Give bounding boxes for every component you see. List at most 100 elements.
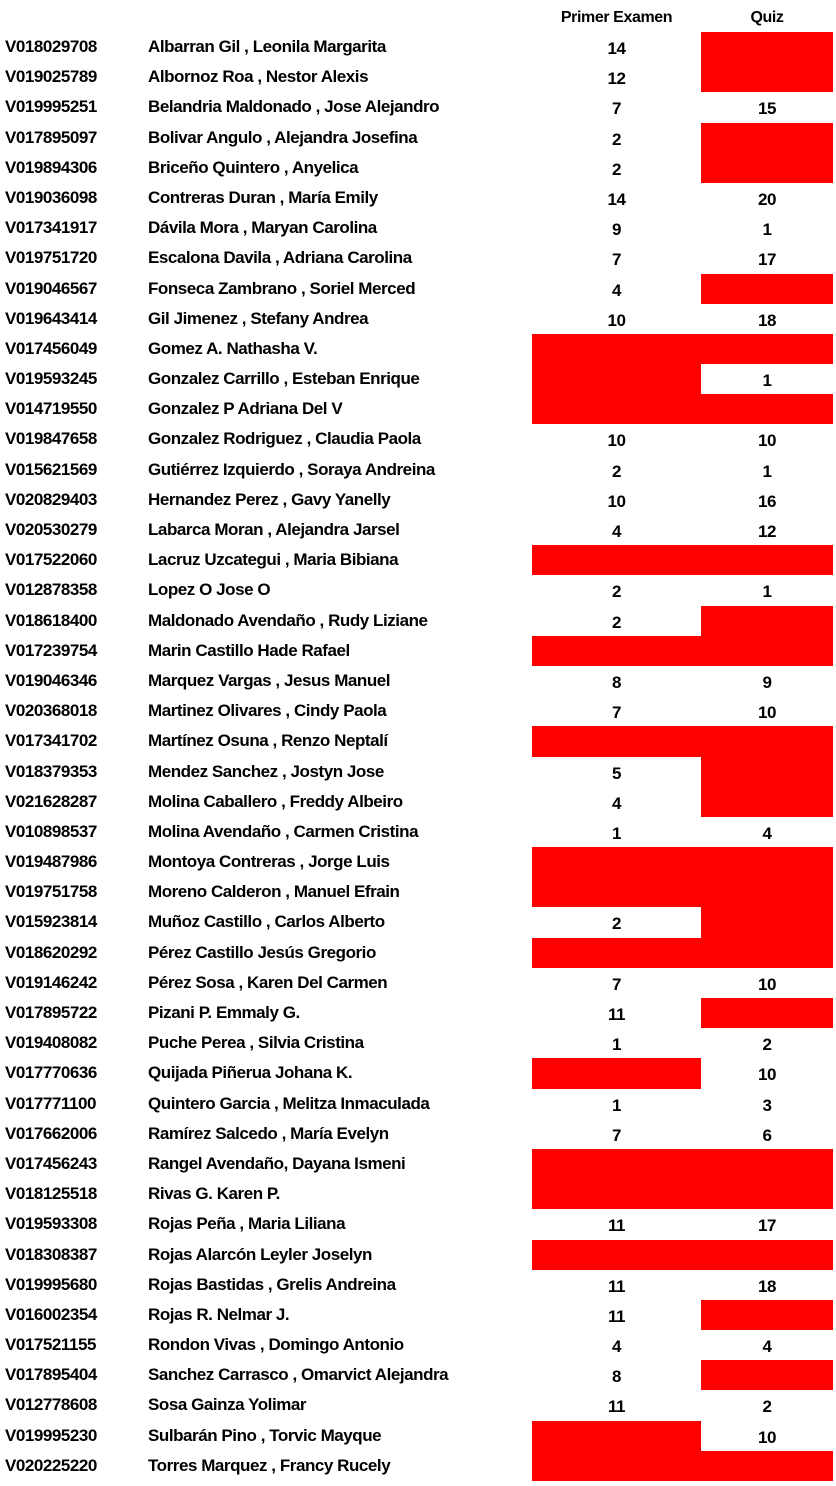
student-name: Maldonado Avendaño , Rudy Liziane [148,610,428,630]
student-id: V019046346 [5,670,97,690]
table-row: V019894306 Briceño Quintero , Anyelica 2 [0,152,836,183]
student-name: Briceño Quintero , Anyelica [148,157,359,177]
exam-score-value: 10 [607,431,626,451]
student-id: V019046567 [5,278,97,298]
table-row: V012878358 Lopez O Jose O 2 1 [0,575,836,605]
quiz-score: 9 [701,666,833,696]
exam-score-missing [532,545,701,576]
table-row: V017456243 Rangel Avendaño, Dayana Ismeni [0,1148,836,1180]
quiz-score: 20 [701,183,833,213]
exam-score-value: 7 [611,974,621,994]
student-name: Labarca Moran , Alejandra Jarsel [148,520,400,539]
exam-score-value: 2 [611,612,621,632]
student-name: Gomez A. Nathasha V. [148,338,318,358]
student-id: V017456243 [5,1153,97,1173]
quiz-score: 1 [701,213,833,243]
exam-score: 11 [532,998,701,1028]
exam-score: 1 [532,1028,701,1058]
student-name: Martinez Olivares , Cindy Paola [148,701,387,721]
quiz-score: 15 [701,92,833,122]
student-name: Moreno Calderon , Manuel Efrain [148,882,400,902]
table-row: V010898537 Molina Avendaño , Carmen Crist… [0,817,836,847]
exam-score: 14 [532,183,701,213]
student-name: Quintero Garcia , Melitza Inmaculada [148,1093,430,1113]
student-id: V018620292 [5,942,97,962]
quiz-score-missing [701,847,833,878]
student-name: Hernandez Perez , Gavy Yanelly [148,489,391,509]
exam-score-missing [532,1450,701,1481]
quiz-score-value: 4 [762,1337,772,1357]
student-id: V019847658 [5,429,97,449]
quiz-score: 2 [701,1028,833,1058]
student-name: Muñoz Castillo , Carlos Alberto [148,912,385,932]
exam-score-value: 7 [611,99,621,119]
table-row: V017770636 Quijada Piñerua Johana K. 10 [0,1058,836,1089]
exam-score-missing [532,394,701,425]
student-id: V019643414 [5,308,97,328]
quiz-score-missing [701,545,833,576]
student-id: V016002354 [5,1304,97,1324]
student-name: Rangel Avendaño, Dayana Ismeni [148,1153,406,1173]
exam-score: 2 [532,153,701,183]
exam-score-value: 12 [607,69,626,89]
quiz-score-missing [701,877,833,908]
student-name: Rojas Bastidas , Grelis Andreina [148,1274,396,1294]
exam-score: 2 [532,575,701,605]
student-id: V017895097 [5,127,97,147]
student-id: V019487986 [5,852,97,872]
exam-score: 10 [532,424,701,454]
student-name: Martínez Osuna , Renzo Neptalí [148,731,388,751]
quiz-score: 10 [701,696,833,726]
quiz-score-missing [701,333,833,365]
exam-score: 8 [532,666,701,696]
quiz-score-missing [701,1148,833,1180]
quiz-score-value: 6 [762,1125,772,1145]
exam-score: 4 [532,787,701,817]
table-row: V021628287 Molina Caballero , Freddy Albe… [0,786,836,817]
exam-score-value: 2 [611,129,621,149]
quiz-score-missing [701,62,833,93]
table-row: V017895722 Pizani P. Emmaly G. 11 [0,998,836,1029]
student-name: Pérez Castillo Jesús Gregorio [148,942,376,962]
student-id: V019751720 [5,248,97,268]
exam-score-missing [532,1239,701,1270]
student-id: V019751758 [5,882,97,902]
quiz-score-missing [701,1179,833,1210]
quiz-score: 18 [701,1270,833,1300]
exam-score-value: 2 [611,582,621,602]
quiz-score-value: 10 [757,703,776,723]
exam-score: 14 [532,32,701,62]
student-id: V019025789 [5,67,97,87]
exam-score: 2 [532,123,701,153]
table-row: V018379353 Mendez Sanchez , Jostyn Jose 5 [0,756,836,787]
table-row: V019025789 Albornoz Roa , Nestor Alexis 12 [0,62,836,93]
table-row: V019593245 Gonzalez Carrillo , Esteban En… [0,364,836,395]
quiz-score-value: 16 [757,491,776,511]
quiz-score-missing [701,907,833,938]
table-row: V019643414 Gil Jimenez , Stefany Andrea 10… [0,304,836,334]
student-name: Lopez O Jose O [148,580,271,600]
table-row: V019847658 Gonzalez Rodriguez , Claudia P… [0,424,836,454]
student-id: V020530279 [5,520,97,539]
student-id: V019036098 [5,187,97,207]
quiz-score-value: 3 [762,1095,772,1115]
quiz-score: 17 [701,1209,833,1239]
exam-score-missing [532,364,701,395]
exam-score: 5 [532,757,701,787]
student-name: Bolivar Angulo , Alejandra Josefina [148,127,418,147]
student-id: V019995680 [5,1274,97,1294]
table-row: V016002354 Rojas R. Nelmar J. 11 [0,1299,836,1331]
table-row: V019751720 Escalona Davila , Adriana Caro… [0,243,836,273]
quiz-score-missing [701,937,833,968]
student-id: V020829403 [5,489,97,509]
exam-score-value: 4 [611,1337,621,1357]
table-row: V017341702 Martínez Osuna , Renzo Neptalí [0,726,836,757]
quiz-score-missing [701,786,833,817]
student-id: V017521155 [5,1335,96,1355]
student-id: V019995251 [5,97,97,117]
exam-score-value: 2 [611,914,621,934]
student-name: Contreras Duran , María Emily [148,187,378,207]
student-id: V019593308 [5,1214,97,1234]
exam-score: 1 [532,1089,701,1119]
